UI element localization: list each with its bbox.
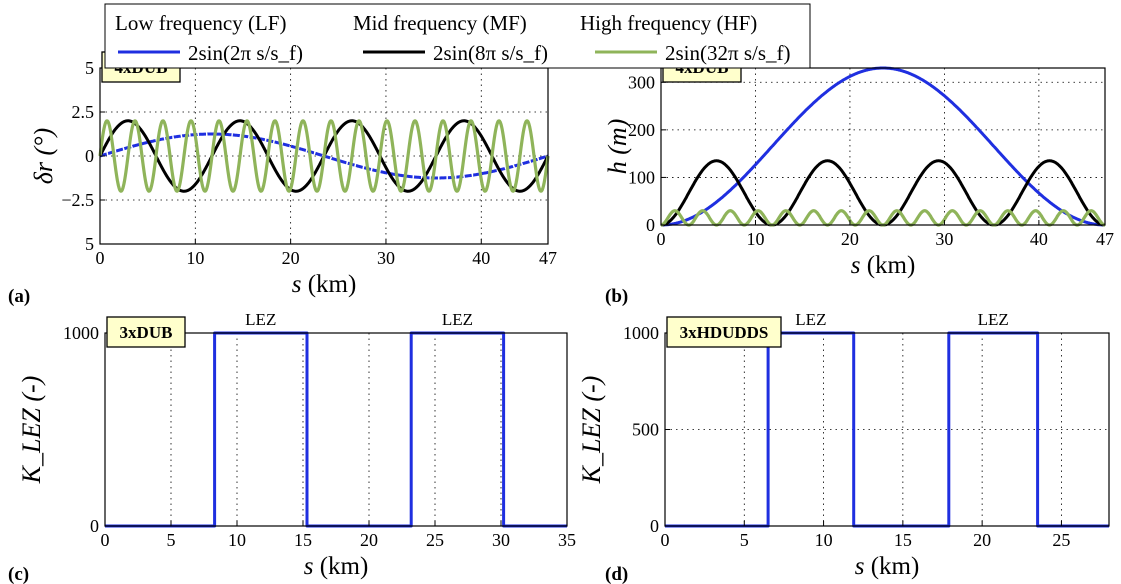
x-tick-label: 20 — [282, 248, 300, 268]
x-tick-label: 15 — [294, 530, 312, 550]
panel-label: (c) — [8, 564, 29, 584]
x-tick-label: 25 — [1052, 530, 1070, 550]
chart-panel-3: 0 5 10 15 20 25 30 35 0 1000 3xDUB LEZ LEZ s (km) K_LE… — [8, 310, 576, 584]
y-tick-label: 0 — [646, 215, 655, 235]
legend-formula-hf: 2sin(32π s/s_f) — [665, 41, 791, 65]
x-axis-label: s (km) — [851, 252, 916, 279]
x-tick-label: 40 — [472, 248, 490, 268]
y-axis-label: K_LEZ (-) — [577, 376, 606, 485]
annotation-lez: LEZ — [442, 310, 473, 329]
chart-panel-4: 0 5 10 15 20 25 0 500 1000 3xHDUDDS LEZ LEZ s (km) K_… — [577, 310, 1109, 584]
x-axis-label: s (km) — [304, 553, 369, 580]
y-tick-label: −2.5 — [61, 190, 94, 210]
legend-formula-mf: 2sin(8π s/s_f) — [433, 41, 548, 65]
annotation-lez: LEZ — [245, 310, 276, 329]
y-tick-label: 0 — [85, 146, 94, 166]
plot-area — [661, 68, 1105, 225]
x-tick-label: 30 — [492, 530, 510, 550]
x-tick-label: 40 — [1030, 229, 1048, 249]
panel-label: (d) — [605, 564, 628, 584]
legend: Low frequency (LF) Mid frequency (MF) Hi… — [105, 4, 810, 68]
x-tick-label: 10 — [186, 248, 204, 268]
panel-label: (b) — [605, 286, 628, 307]
y-tick-label: 1000 — [63, 323, 99, 343]
y-tick-label: 5 — [85, 58, 94, 78]
legend-title-hf: High frequency (HF) — [580, 11, 757, 35]
annotation-lez: LEZ — [795, 310, 826, 329]
x-tick-label: 10 — [228, 530, 246, 550]
legend-formula-lf: 2sin(2π s/s_f) — [188, 41, 303, 65]
x-tick-label: 5 — [740, 530, 749, 550]
y-axis-label: h (m) — [603, 119, 632, 175]
x-tick-label: 35 — [558, 530, 576, 550]
annotation-lez: LEZ — [978, 310, 1009, 329]
plot-area — [105, 333, 567, 526]
x-tick-label: 25 — [426, 530, 444, 550]
y-tick-label: 1000 — [623, 323, 659, 343]
x-axis-label: s (km) — [292, 271, 357, 298]
x-tick-label: 15 — [894, 530, 912, 550]
y-tick-label: 100 — [628, 167, 655, 187]
x-tick-label: 20 — [973, 530, 991, 550]
x-tick-label: 10 — [746, 229, 764, 249]
y-tick-label: 300 — [628, 72, 655, 92]
x-tick-label: 20 — [841, 229, 859, 249]
x-tick-label: 0 — [657, 229, 666, 249]
dataset-tag-label: 3xHDUDDS — [680, 323, 769, 342]
x-tick-label: 30 — [935, 229, 953, 249]
x-tick-label: 47 — [539, 248, 557, 268]
y-tick-label: 0 — [90, 516, 99, 536]
x-tick-label: 20 — [360, 530, 378, 550]
x-tick-label: 0 — [101, 530, 110, 550]
legend-title-mf: Mid frequency (MF) — [353, 11, 527, 35]
panel-label: (a) — [8, 286, 30, 307]
y-tick-label: 500 — [632, 420, 659, 440]
legend-title-lf: Low frequency (LF) — [115, 11, 286, 35]
x-tick-label: 0 — [96, 248, 105, 268]
y-tick-label: 2.5 — [72, 102, 95, 122]
x-tick-label: 47 — [1096, 229, 1114, 249]
chart-panel-2: 0102030404701002003004xDUBs (km)h (m)(b) — [603, 52, 1114, 307]
y-axis-label: K_LEZ (-) — [17, 376, 46, 485]
x-tick-label: 10 — [815, 530, 833, 550]
dataset-tag-label: 3xDUB — [120, 323, 173, 342]
x-tick-label: 30 — [377, 248, 395, 268]
x-axis-label: s (km) — [855, 553, 920, 580]
y-tick-label: 0 — [650, 516, 659, 536]
y-tick-label: 200 — [628, 120, 655, 140]
x-tick-label: 5 — [167, 530, 176, 550]
x-tick-label: 0 — [661, 530, 670, 550]
y-axis-label: δr (°) — [29, 128, 58, 184]
y-tick-label: 5 — [85, 234, 94, 254]
